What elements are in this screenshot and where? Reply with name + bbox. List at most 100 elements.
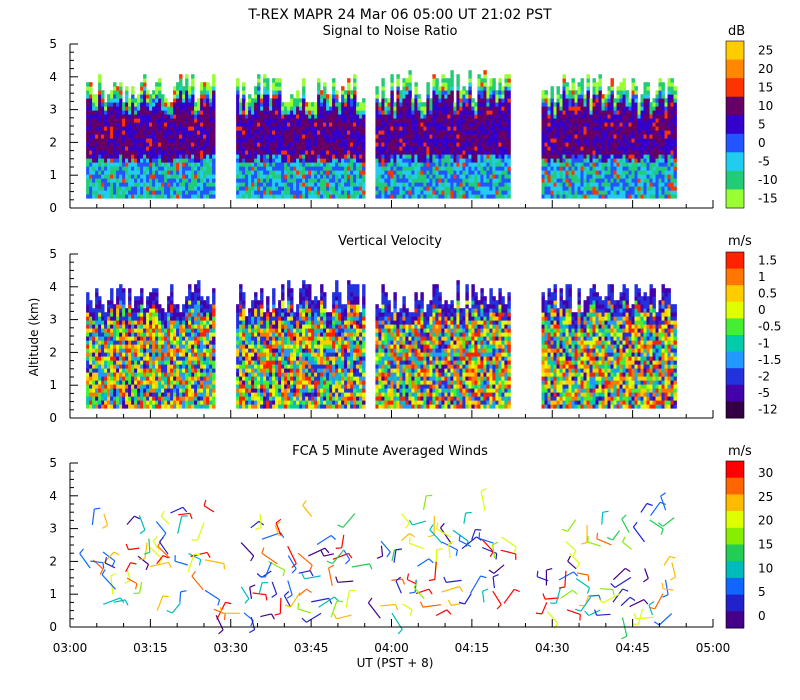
heatmap-cell — [176, 98, 180, 103]
heatmap-cell — [176, 178, 180, 183]
heatmap-cell — [161, 110, 165, 115]
heatmap-cell — [134, 142, 138, 147]
heatmap-cell — [444, 154, 448, 159]
heatmap-cell — [107, 146, 111, 151]
heatmap-cell — [311, 174, 315, 179]
heatmap-cell — [293, 182, 297, 187]
heatmap-cell — [326, 134, 330, 139]
heatmap-cell — [589, 178, 593, 183]
heatmap-cell — [122, 154, 126, 159]
heatmap-cell — [438, 86, 442, 91]
heatmap-cell — [577, 122, 581, 127]
heatmap-cell — [125, 186, 129, 191]
heatmap-cell — [637, 162, 641, 167]
heatmap-cell — [317, 150, 321, 155]
heatmap-cell — [341, 174, 345, 179]
heatmap-cell — [203, 134, 207, 139]
heatmap-cell — [405, 126, 409, 131]
heatmap-cell — [646, 178, 650, 183]
heatmap-cell — [390, 146, 394, 151]
heatmap-cell — [381, 174, 385, 179]
heatmap-cell — [387, 194, 391, 199]
heatmap-cell — [242, 138, 246, 143]
heatmap-cell — [101, 118, 105, 123]
heatmap-cell — [562, 182, 566, 187]
heatmap-cell — [110, 190, 114, 195]
heatmap-cell — [486, 90, 490, 95]
heatmap-cell — [405, 110, 409, 115]
heatmap-cell — [498, 194, 502, 199]
heatmap-cell — [649, 174, 653, 179]
heatmap-cell — [456, 186, 460, 191]
heatmap-cell — [257, 194, 261, 199]
heatmap-cell — [98, 98, 102, 103]
heatmap-cell — [128, 174, 132, 179]
heatmap-cell — [501, 158, 505, 163]
heatmap-cell — [616, 162, 620, 167]
heatmap-cell — [326, 122, 330, 127]
heatmap-cell — [338, 106, 342, 111]
heatmap-cell — [320, 154, 324, 159]
heatmap-cell — [474, 194, 478, 199]
heatmap-cell — [610, 138, 614, 143]
heatmap-cell — [501, 190, 505, 195]
heatmap-cell — [344, 178, 348, 183]
heatmap-cell — [185, 78, 189, 83]
heatmap-cell — [164, 114, 168, 119]
heatmap-cell — [541, 118, 545, 123]
heatmap-cell — [667, 158, 671, 163]
heatmap-cell — [293, 126, 297, 131]
heatmap-cell — [188, 158, 192, 163]
heatmap-cell — [308, 138, 312, 143]
heatmap-cell — [553, 154, 557, 159]
heatmap-cell — [125, 158, 129, 163]
heatmap-cell — [92, 106, 96, 111]
heatmap-cell — [284, 158, 288, 163]
heatmap-cell — [667, 118, 671, 123]
heatmap-cell — [113, 98, 117, 103]
heatmap-cell — [456, 182, 460, 187]
heatmap-cell — [332, 146, 336, 151]
heatmap-cell — [592, 170, 596, 175]
heatmap-cell — [302, 174, 306, 179]
heatmap-cell — [420, 138, 424, 143]
heatmap-cell — [649, 190, 653, 195]
heatmap-cell — [119, 90, 123, 95]
heatmap-cell — [275, 78, 279, 83]
heatmap-cell — [492, 78, 496, 83]
heatmap-cell — [447, 130, 451, 135]
heatmap-cell — [350, 178, 354, 183]
heatmap-cell — [610, 186, 614, 191]
heatmap-cell — [661, 162, 665, 167]
heatmap-cell — [643, 174, 647, 179]
heatmap-cell — [643, 142, 647, 147]
heatmap-cell — [568, 166, 572, 171]
heatmap-cell — [200, 194, 204, 199]
heatmap-cell — [565, 190, 569, 195]
heatmap-cell — [137, 178, 141, 183]
heatmap-cell — [293, 130, 297, 135]
heatmap-cell — [176, 106, 180, 111]
heatmap-cell — [251, 102, 255, 107]
heatmap-cell — [495, 118, 499, 123]
heatmap-cell — [483, 194, 487, 199]
heatmap-cell — [134, 134, 138, 139]
heatmap-cell — [616, 158, 620, 163]
heatmap-cell — [359, 102, 363, 107]
heatmap-cell — [444, 118, 448, 123]
heatmap-cell — [601, 106, 605, 111]
heatmap-cell — [501, 126, 505, 131]
heatmap-cell — [408, 94, 412, 99]
heatmap-cell — [405, 182, 409, 187]
heatmap-cell — [353, 114, 357, 119]
heatmap-cell — [185, 138, 189, 143]
heatmap-cell — [113, 190, 117, 195]
heatmap-cell — [113, 142, 117, 147]
heatmap-cell — [236, 130, 240, 135]
heatmap-cell — [634, 90, 638, 95]
heatmap-cell — [661, 130, 665, 135]
heatmap-cell — [613, 98, 617, 103]
heatmap-cell — [137, 174, 141, 179]
heatmap-cell — [98, 78, 102, 83]
heatmap-cell — [173, 158, 177, 163]
